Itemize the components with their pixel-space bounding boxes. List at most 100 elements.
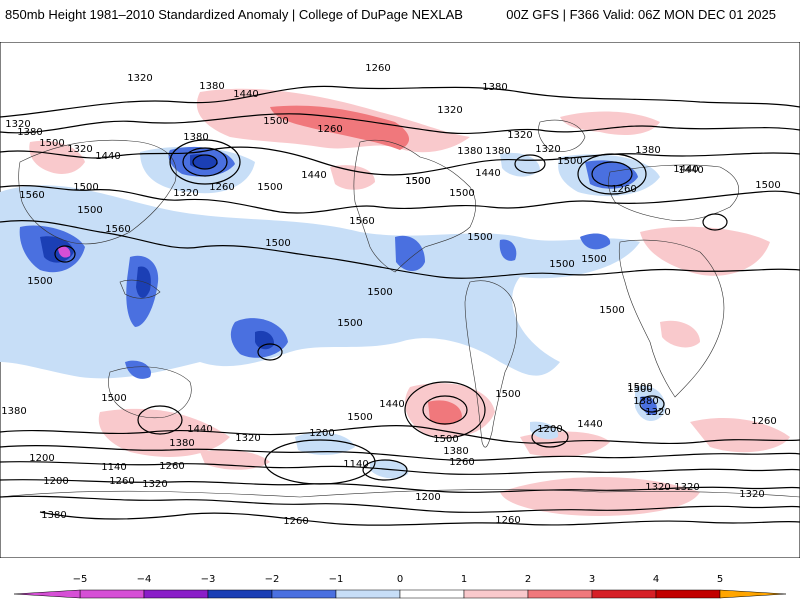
contour-label: 1320 <box>67 144 92 155</box>
contour-label: 1380 <box>41 510 66 521</box>
contour-closed <box>137 405 183 435</box>
colorbar-tick-label: −4 <box>137 574 152 585</box>
contour-label: 1380 <box>443 446 468 457</box>
contour-label: 1320 <box>674 482 699 493</box>
contour-label: 1260 <box>109 476 134 487</box>
contour-label: 1440 <box>678 165 703 176</box>
contour-label: 1500 <box>263 116 288 127</box>
colorbar-tick-label: 2 <box>525 574 531 585</box>
contour-label: 1260 <box>317 124 342 135</box>
contour-label: 1440 <box>475 168 500 179</box>
contour-label: 1260 <box>751 416 776 427</box>
contour-label: 1500 <box>433 434 458 445</box>
contour-label: 1320 <box>127 73 152 84</box>
contour-closed <box>264 439 376 485</box>
contour-closed <box>422 395 468 425</box>
contour-label: 1440 <box>187 424 212 435</box>
contour-closed <box>531 426 569 448</box>
anomaly-positive-region <box>330 165 375 190</box>
anomaly-negative-region <box>58 246 71 258</box>
contour-label: 1500 <box>549 259 574 270</box>
contour-label: 1500 <box>627 382 652 393</box>
contour-closed <box>702 213 728 231</box>
contour-label: 1500 <box>101 393 126 404</box>
anomaly-negative-region <box>136 266 151 298</box>
colorbar-tick-label: −3 <box>201 574 216 585</box>
contour-closed <box>182 147 228 177</box>
contour-label: 1200 <box>43 476 68 487</box>
colorbar-high-extension <box>719 589 787 599</box>
anomaly-positive-region <box>560 111 660 135</box>
contour-label: 1500 <box>467 232 492 243</box>
contour-closed <box>192 154 218 170</box>
anomaly-positive-region <box>428 400 462 425</box>
contour-label: 1500 <box>557 156 582 167</box>
contour-label: 1560 <box>105 224 130 235</box>
contour-label: 1260 <box>365 63 390 74</box>
contour-closed <box>404 381 486 439</box>
contour-label: 1380 <box>635 145 660 156</box>
contour-label: 1500 <box>367 287 392 298</box>
anomaly-negative-region <box>580 233 611 250</box>
colorbar-segment <box>79 589 145 599</box>
contour-label: 1440 <box>673 164 698 175</box>
contour-label: 1260 <box>283 516 308 527</box>
contour-closed <box>54 245 76 263</box>
contour-labels: 1320 1380 1260 1440 1320 1380 1320 1500 … <box>1 63 780 527</box>
contour-line <box>0 220 800 279</box>
colorbar-segment <box>399 589 465 599</box>
contour-closed <box>257 343 283 361</box>
anomaly-positive-region <box>98 408 230 457</box>
contour-label: 1380 <box>169 438 194 449</box>
contour-label: 1380 <box>199 81 224 92</box>
anomaly-negative-region <box>500 152 540 177</box>
contour-label: 1500 <box>405 176 430 187</box>
coastlines <box>0 119 800 498</box>
anomaly-negative-region <box>190 154 218 169</box>
contour-label: 1380 <box>482 82 507 93</box>
chart-title: 850mb Height 1981–2010 Standardized Anom… <box>5 7 463 22</box>
colorbar-segment <box>335 589 401 599</box>
anomaly-positive-region <box>660 320 700 348</box>
contour-label: 1380 <box>457 146 482 157</box>
contour-line <box>39 511 800 526</box>
coastline-south-america <box>464 280 518 448</box>
colorbar-segment <box>207 589 273 599</box>
contour-closed <box>514 154 546 174</box>
contour-label: 1440 <box>95 151 120 162</box>
contour-label: 1500 <box>257 182 282 193</box>
contour-label: 1500 <box>27 276 52 287</box>
contour-label: 1320 <box>739 489 764 500</box>
contour-label: 1320 <box>5 119 30 130</box>
coastline-africa <box>618 239 725 398</box>
contour-label: 1320 <box>235 433 260 444</box>
coastline-maritime-continent <box>119 279 161 299</box>
contour-label: 1320 <box>645 482 670 493</box>
contour-label: 1320 <box>437 105 462 116</box>
contour-label: 1200 <box>309 428 334 439</box>
contour-label: 1500 <box>449 188 474 199</box>
colorbar-tick-label: −5 <box>73 574 88 585</box>
header: 850mb Height 1981–2010 Standardized Anom… <box>0 0 800 30</box>
colorbar-tick-label: 5 <box>717 574 723 585</box>
contour-label: 1320 <box>535 144 560 155</box>
colorbar-segment <box>463 589 529 599</box>
contour-label: 1320 <box>173 188 198 199</box>
colorbar-segment <box>143 589 209 599</box>
colorbar-segment <box>655 589 721 599</box>
contour-label: 1500 <box>599 305 624 316</box>
colorbar-low-extension <box>13 589 81 599</box>
colorbar-tick-label: −1 <box>329 574 344 585</box>
contour-label: 1260 <box>159 461 184 472</box>
contour-label: 1200 <box>415 492 440 503</box>
contour-label: 1260 <box>611 184 636 195</box>
contour-line <box>0 146 800 176</box>
coastline-asia <box>18 139 177 245</box>
height-contours <box>0 85 800 526</box>
contour-label: 1500 <box>73 182 98 193</box>
contour-label: 1560 <box>349 216 374 227</box>
contour-label: 1440 <box>379 399 404 410</box>
contour-label: 1140 <box>101 462 126 473</box>
anomaly-negative-region <box>530 421 559 440</box>
contour-label: 1500 <box>755 180 780 191</box>
